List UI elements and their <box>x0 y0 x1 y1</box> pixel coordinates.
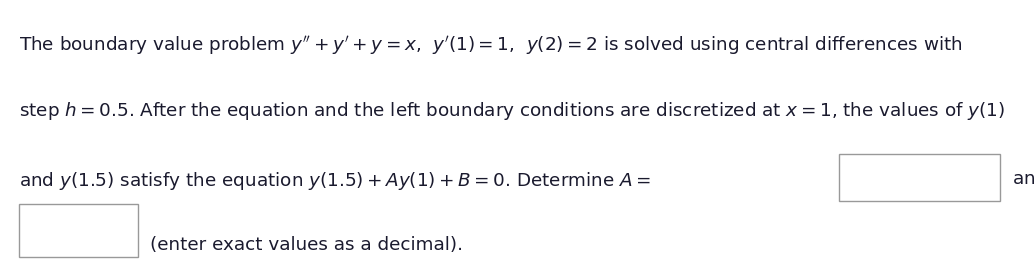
Text: and $B =$: and $B =$ <box>1012 170 1035 188</box>
Text: step $h = 0.5$. After the equation and the left boundary conditions are discreti: step $h = 0.5$. After the equation and t… <box>19 100 1005 122</box>
Text: (enter exact values as a decimal).: (enter exact values as a decimal). <box>150 236 463 254</box>
FancyBboxPatch shape <box>19 204 138 257</box>
Text: and $y(1.5)$ satisfy the equation $y(1.5) + Ay(1) + B = 0$. Determine $A =$: and $y(1.5)$ satisfy the equation $y(1.5… <box>19 170 651 192</box>
FancyBboxPatch shape <box>839 154 1000 201</box>
Text: The boundary value problem $y'' + y' + y = x$,  $y'(1) = 1$,  $y(2) = 2$ is solv: The boundary value problem $y'' + y' + y… <box>19 34 963 57</box>
